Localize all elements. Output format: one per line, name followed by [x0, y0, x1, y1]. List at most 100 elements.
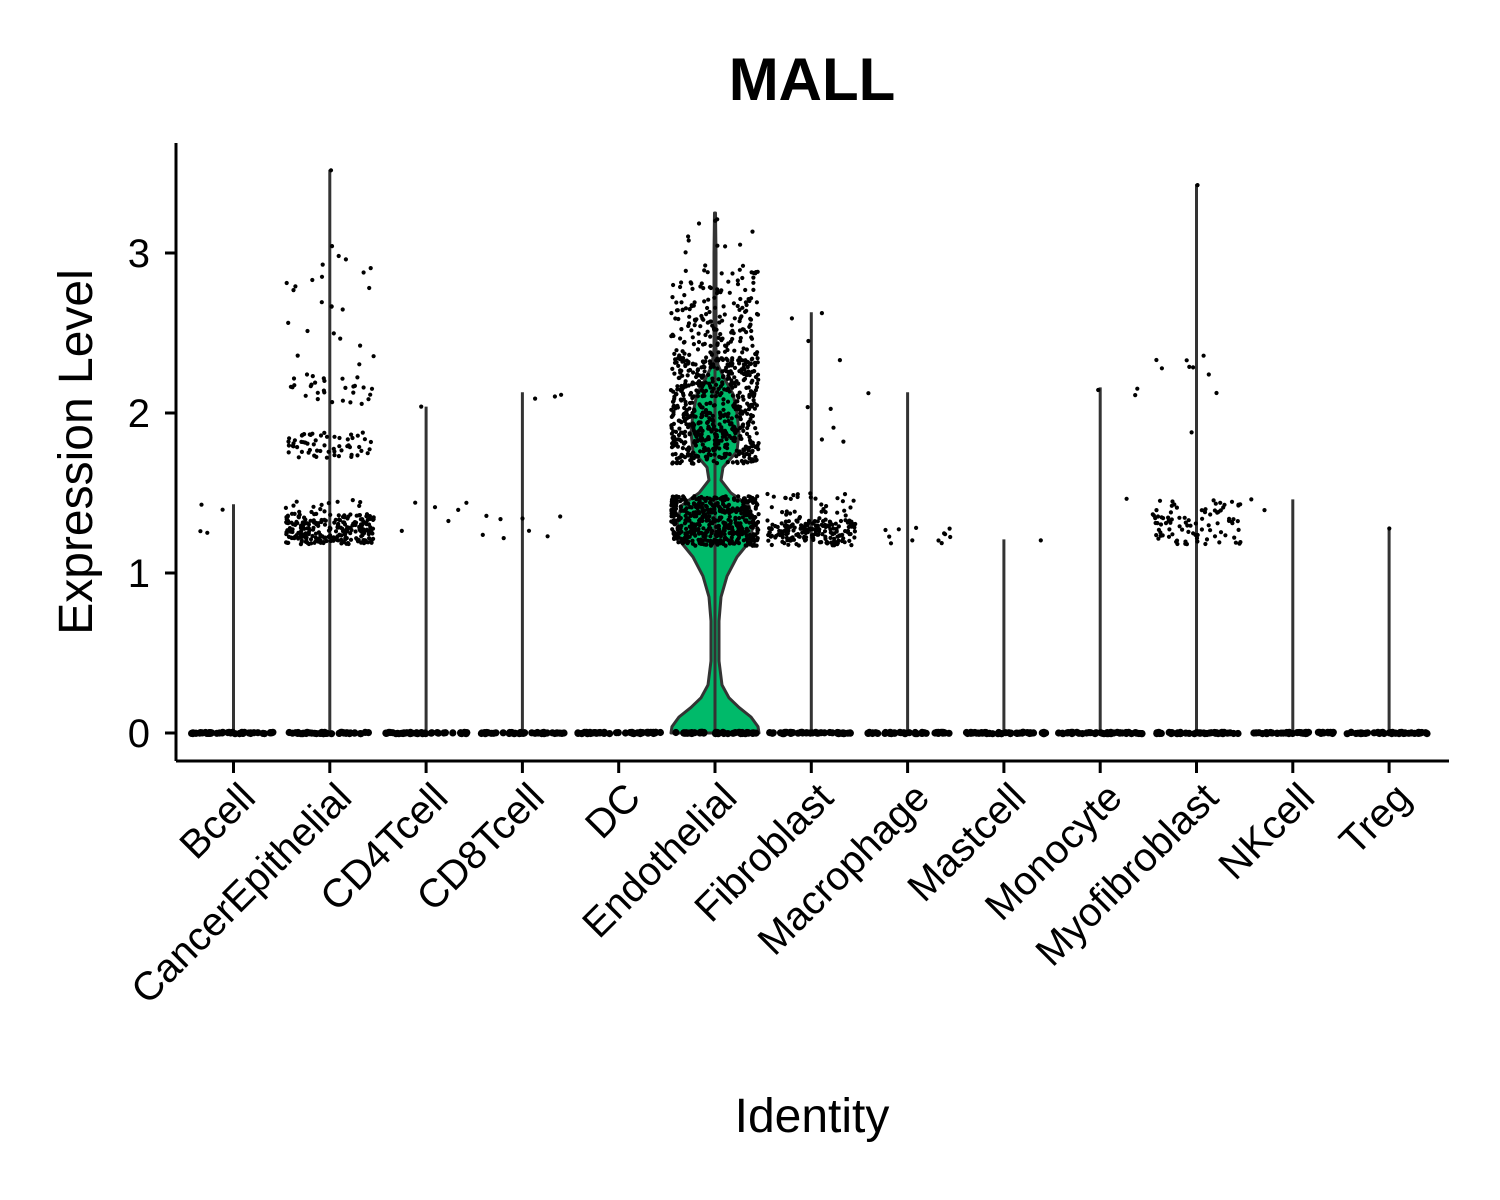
- data-point: [751, 275, 756, 280]
- data-point: [669, 519, 674, 524]
- data-point: [434, 729, 442, 737]
- data-point: [755, 356, 760, 361]
- data-point: [674, 308, 680, 313]
- data-point: [747, 324, 752, 329]
- data-point: [1387, 729, 1395, 737]
- data-point: [1199, 527, 1204, 532]
- data-point: [786, 542, 791, 547]
- data-point: [747, 434, 752, 440]
- zero-points-dc: [574, 728, 665, 738]
- points-cd4tcell: [399, 500, 469, 534]
- data-point: [291, 376, 297, 381]
- data-point: [302, 526, 307, 531]
- data-point: [638, 729, 646, 737]
- data-point: [708, 509, 714, 515]
- data-point: [784, 535, 790, 541]
- data-point: [1157, 498, 1163, 503]
- data-point: [678, 336, 683, 341]
- data-point: [751, 532, 756, 537]
- data-point: [710, 379, 715, 384]
- data-point: [327, 730, 336, 738]
- data-point: [674, 348, 679, 353]
- data-point: [751, 420, 756, 425]
- data-point: [804, 535, 809, 540]
- points-treg: [1387, 526, 1392, 531]
- data-point: [728, 382, 733, 387]
- data-point: [361, 385, 366, 390]
- points-macrophage: [883, 525, 953, 546]
- data-point: [679, 327, 684, 332]
- data-point: [732, 365, 738, 370]
- data-point: [740, 305, 745, 310]
- data-point: [734, 448, 739, 453]
- data-point: [686, 234, 691, 239]
- data-point: [745, 401, 750, 406]
- data-point: [361, 270, 366, 275]
- data-point: [1227, 516, 1232, 521]
- data-point: [286, 443, 291, 448]
- data-point: [683, 381, 688, 386]
- data-point: [679, 529, 684, 534]
- data-point: [769, 533, 775, 538]
- plot-area: [188, 168, 1431, 738]
- data-point: [716, 441, 721, 446]
- data-point: [831, 425, 836, 430]
- data-point: [706, 452, 711, 457]
- data-point: [685, 373, 690, 378]
- data-point: [717, 320, 722, 325]
- data-point: [745, 364, 750, 370]
- data-point: [1208, 512, 1213, 517]
- data-point: [947, 526, 952, 531]
- data-point: [719, 271, 724, 276]
- data-point: [731, 438, 736, 443]
- data-point: [684, 422, 689, 427]
- data-point: [708, 285, 714, 291]
- data-point: [679, 300, 684, 305]
- data-point: [440, 729, 448, 737]
- data-point: [729, 538, 734, 543]
- data-point: [708, 334, 713, 339]
- data-point: [724, 369, 729, 374]
- data-point: [745, 425, 750, 431]
- data-point: [689, 457, 694, 462]
- points-endothelial-low: [669, 494, 761, 548]
- data-point: [1153, 729, 1161, 737]
- data-point: [335, 499, 340, 504]
- data-point: [355, 453, 360, 458]
- data-point: [725, 497, 730, 502]
- points-cancerepithelial-2: [286, 430, 373, 460]
- data-point: [1215, 521, 1220, 526]
- data-point: [737, 355, 742, 360]
- data-point: [284, 280, 289, 286]
- data-point: [300, 520, 305, 525]
- data-point: [313, 535, 318, 540]
- data-point: [753, 363, 758, 368]
- data-point: [343, 532, 348, 537]
- data-point: [705, 270, 710, 275]
- data-point: [1135, 386, 1140, 391]
- data-point: [699, 281, 704, 286]
- data-point: [311, 504, 316, 509]
- data-point: [368, 392, 373, 397]
- data-point: [358, 343, 363, 348]
- data-point: [1262, 508, 1267, 513]
- data-point: [715, 341, 720, 346]
- data-point: [703, 332, 708, 338]
- data-point: [724, 432, 729, 437]
- data-point: [709, 394, 715, 399]
- data-point: [1156, 536, 1161, 541]
- data-point: [505, 729, 513, 738]
- data-point: [306, 530, 311, 535]
- data-point: [336, 513, 341, 518]
- data-point: [328, 512, 333, 518]
- data-point: [321, 376, 326, 381]
- data-point: [516, 729, 525, 738]
- data-point: [700, 414, 705, 419]
- data-point: [807, 526, 812, 531]
- data-point: [357, 503, 362, 508]
- data-point: [1202, 510, 1208, 515]
- data-point: [674, 501, 679, 506]
- data-point: [723, 244, 728, 249]
- data-point: [670, 452, 675, 457]
- data-point: [746, 369, 751, 374]
